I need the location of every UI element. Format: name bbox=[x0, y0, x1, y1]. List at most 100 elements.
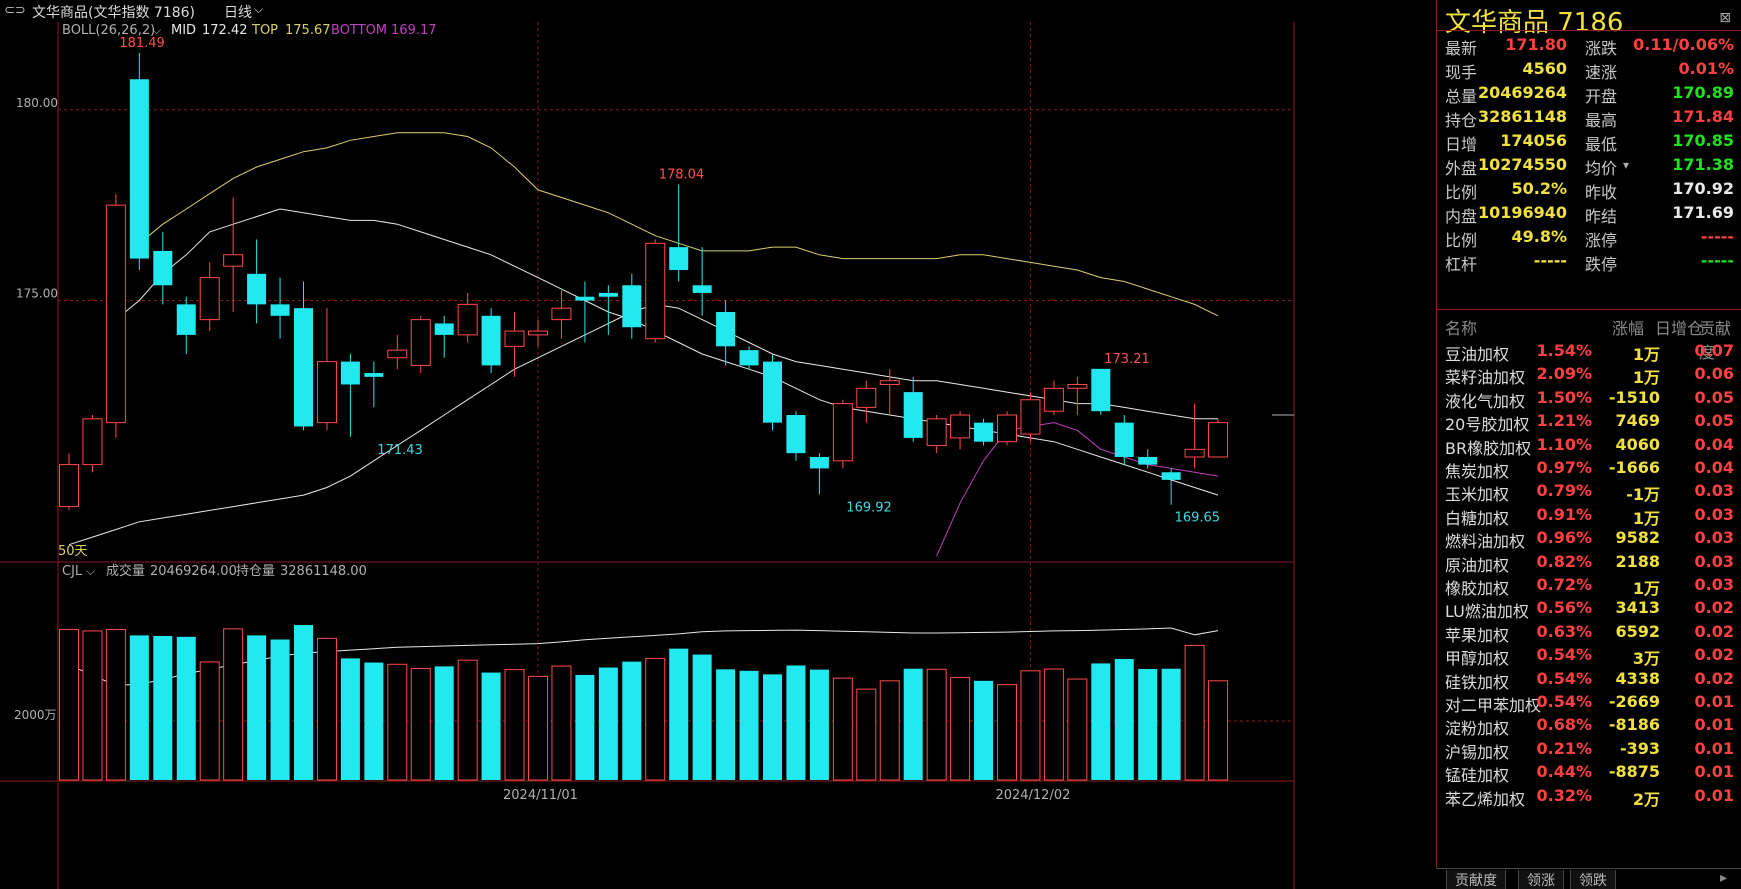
chevron-down-icon[interactable]: ⌵ bbox=[86, 564, 95, 578]
volume-bar[interactable] bbox=[575, 674, 595, 780]
candle-body[interactable] bbox=[739, 350, 759, 366]
candle-body[interactable] bbox=[1114, 422, 1134, 457]
close-icon[interactable]: ⊠ bbox=[1719, 10, 1731, 26]
list-item[interactable]: 燃料油加权 0.96% 9582 0.03 bbox=[1437, 525, 1741, 551]
instrument-name[interactable]: 文华商品(文华指数 7186) bbox=[32, 5, 196, 21]
list-item[interactable]: LU燃油加权 0.56% 3413 0.02 bbox=[1437, 595, 1741, 621]
candle-body[interactable] bbox=[528, 330, 548, 336]
candle-body[interactable] bbox=[809, 456, 829, 469]
candle-body[interactable] bbox=[82, 418, 103, 466]
volume-bar[interactable] bbox=[364, 662, 384, 780]
caret-icon[interactable]: ▾ bbox=[1623, 158, 1630, 172]
list-item[interactable]: 液化气加权 1.50% -1510 0.05 bbox=[1437, 385, 1741, 411]
volume-bar[interactable] bbox=[270, 639, 290, 780]
volume-bar[interactable] bbox=[1020, 670, 1041, 781]
volume-bar[interactable] bbox=[716, 669, 736, 780]
volume-bar[interactable] bbox=[1114, 658, 1134, 780]
candle-body[interactable] bbox=[716, 311, 736, 347]
candle-body[interactable] bbox=[316, 361, 337, 424]
volume-bar[interactable] bbox=[1184, 644, 1205, 781]
volume-bar[interactable] bbox=[763, 674, 782, 780]
candle-body[interactable] bbox=[1020, 399, 1041, 435]
volume-bar[interactable] bbox=[504, 669, 525, 781]
volume-bar[interactable] bbox=[786, 665, 806, 780]
list-item[interactable]: 锰硅加权 0.44% -8875 0.01 bbox=[1437, 759, 1741, 785]
candle-body[interactable] bbox=[1184, 448, 1205, 458]
list-item[interactable]: 硅铁加权 0.54% 4338 0.02 bbox=[1437, 666, 1741, 692]
candle-body[interactable] bbox=[199, 277, 220, 321]
list-item[interactable]: 菜籽油加权 2.09% 1万 0.06 bbox=[1437, 361, 1741, 387]
volume-bar[interactable] bbox=[387, 663, 408, 781]
candle-body[interactable] bbox=[59, 464, 79, 508]
candle-body[interactable] bbox=[434, 323, 454, 335]
volume-bar[interactable] bbox=[434, 666, 454, 780]
candle-body[interactable] bbox=[129, 79, 149, 259]
list-item[interactable]: 甲醇加权 0.54% 3万 0.02 bbox=[1437, 642, 1741, 668]
volume-bar[interactable] bbox=[739, 670, 759, 780]
volume-bar[interactable] bbox=[809, 669, 829, 780]
volume-bar[interactable] bbox=[105, 628, 126, 781]
tab-leading-up[interactable]: 领涨 bbox=[1518, 870, 1564, 889]
volume-bar[interactable] bbox=[622, 661, 642, 780]
candle-body[interactable] bbox=[270, 304, 290, 316]
volume-bar[interactable] bbox=[1067, 678, 1088, 781]
volume-bar[interactable] bbox=[316, 637, 337, 781]
list-item[interactable]: 对二甲苯加权 0.54% -2669 0.01 bbox=[1437, 689, 1741, 715]
volume-bar[interactable] bbox=[1091, 663, 1111, 780]
candle-body[interactable] bbox=[387, 349, 408, 359]
volume-bar[interactable] bbox=[199, 661, 220, 781]
volume-bar[interactable] bbox=[129, 635, 149, 780]
volume-bar[interactable] bbox=[832, 677, 853, 781]
candle-body[interactable] bbox=[622, 285, 642, 328]
header-contribution[interactable]: 贡献度 bbox=[1699, 319, 1732, 362]
volume-bar[interactable] bbox=[598, 667, 618, 780]
candle-body[interactable] bbox=[832, 403, 853, 462]
volume-bar[interactable] bbox=[551, 665, 572, 781]
candle-body[interactable] bbox=[1161, 472, 1181, 480]
candle-body[interactable] bbox=[692, 285, 712, 293]
list-item[interactable]: 沪锡加权 0.21% -393 0.01 bbox=[1437, 736, 1741, 762]
volume-bar[interactable] bbox=[974, 680, 994, 780]
candle-body[interactable] bbox=[856, 387, 877, 408]
candle-body[interactable] bbox=[1138, 456, 1158, 465]
volume-bar[interactable] bbox=[1161, 668, 1181, 780]
volume-bar[interactable] bbox=[176, 636, 196, 780]
candle-body[interactable] bbox=[997, 414, 1017, 443]
volume-bar[interactable] bbox=[340, 658, 360, 780]
list-item[interactable]: 豆油加权 1.54% 1万 0.07 bbox=[1437, 338, 1741, 364]
list-item[interactable]: 苯乙烯加权 0.32% 2万 0.01 bbox=[1437, 783, 1741, 809]
candle-body[interactable] bbox=[340, 361, 360, 385]
candle-body[interactable] bbox=[1208, 422, 1229, 458]
list-item[interactable]: BR橡胶加权 1.10% 4060 0.04 bbox=[1437, 432, 1741, 458]
candle-body[interactable] bbox=[176, 304, 196, 335]
volume-bar[interactable] bbox=[82, 630, 103, 781]
volume-bar[interactable] bbox=[692, 654, 712, 780]
candle-body[interactable] bbox=[1091, 368, 1111, 412]
volume-bar[interactable] bbox=[410, 667, 431, 781]
candle-body[interactable] bbox=[669, 247, 689, 271]
candle-body[interactable] bbox=[950, 414, 971, 439]
volume-bar[interactable] bbox=[926, 668, 947, 781]
candle-body[interactable] bbox=[645, 242, 666, 340]
volume-bar[interactable] bbox=[481, 672, 501, 780]
list-item[interactable]: 玉米加权 0.79% -1万 0.03 bbox=[1437, 478, 1741, 504]
candle-body[interactable] bbox=[598, 292, 618, 297]
volume-bar[interactable] bbox=[528, 675, 548, 781]
period-selector[interactable]: 日线 bbox=[224, 5, 252, 21]
chevron-right-icon[interactable]: ▸ bbox=[1719, 870, 1727, 886]
candle-body[interactable] bbox=[926, 418, 947, 447]
candle-body[interactable] bbox=[364, 373, 384, 377]
list-item[interactable]: 20号胶加权 1.21% 7469 0.05 bbox=[1437, 408, 1741, 434]
candle-body[interactable] bbox=[763, 361, 782, 423]
list-item[interactable]: 原油加权 0.82% 2188 0.03 bbox=[1437, 549, 1741, 575]
tab-leading-down[interactable]: 领跌 bbox=[1570, 870, 1616, 889]
volume-bar[interactable] bbox=[457, 659, 478, 781]
volume-bar[interactable] bbox=[1043, 668, 1064, 781]
link-icon[interactable]: ⊂⊃ bbox=[4, 3, 26, 18]
tab-contribution[interactable]: 贡献度 bbox=[1446, 870, 1506, 889]
list-item[interactable]: 淀粉加权 0.68% -8186 0.01 bbox=[1437, 712, 1741, 738]
volume-bar[interactable] bbox=[1138, 669, 1158, 780]
candle-body[interactable] bbox=[457, 303, 478, 336]
list-item[interactable]: 焦炭加权 0.97% -1666 0.04 bbox=[1437, 455, 1741, 481]
volume-bar[interactable] bbox=[903, 668, 923, 780]
